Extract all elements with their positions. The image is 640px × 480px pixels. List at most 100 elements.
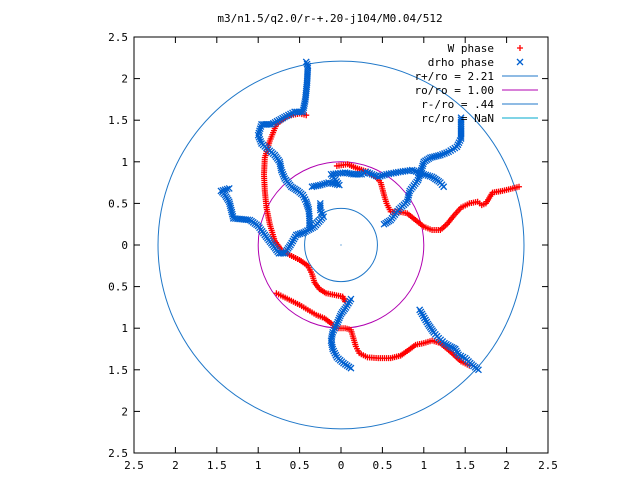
data-point — [304, 62, 312, 70]
x-axis-ticks: 2.5 2 1.5 1 0.5 0 0.5 1 1.5 2 2.5 — [124, 37, 558, 472]
data-point — [347, 364, 355, 372]
center-point — [340, 244, 342, 246]
data-point — [436, 151, 444, 159]
data-point — [280, 172, 288, 180]
data-point — [438, 150, 446, 158]
data-point — [364, 169, 372, 177]
data-point — [428, 153, 436, 161]
data-point — [474, 366, 482, 374]
data-point — [305, 205, 313, 213]
legend-label: r-/ro = .44 — [421, 98, 494, 111]
x-tick-label: 2 — [503, 459, 510, 472]
data-point — [426, 172, 434, 180]
y-tick-label: 1 — [121, 322, 128, 335]
data-point — [457, 114, 465, 122]
data-point — [281, 174, 289, 182]
data-point — [426, 154, 434, 162]
x-tick-label: 1 — [255, 459, 262, 472]
data-point — [415, 174, 423, 182]
x-tick-label: 1.5 — [207, 459, 227, 472]
data-point — [254, 131, 262, 139]
data-point — [376, 172, 384, 180]
legend-label: rc/ro = NaN — [421, 112, 494, 125]
data-point — [278, 168, 286, 176]
data-point — [334, 318, 342, 326]
data-point — [335, 314, 343, 322]
data-point — [417, 166, 425, 174]
arm-drho-phase-3 — [380, 114, 465, 228]
data-point — [418, 164, 426, 172]
arm-drho-phase-2 — [308, 166, 448, 191]
data-point — [303, 60, 311, 68]
data-point — [217, 187, 225, 195]
data-point — [298, 229, 306, 237]
data-point — [417, 168, 425, 176]
data-point — [256, 127, 263, 135]
data-point — [279, 170, 287, 178]
data-point — [457, 116, 465, 124]
legend-marker — [517, 45, 523, 51]
data-point — [320, 180, 328, 188]
data-point — [276, 160, 284, 168]
x-tick-label: 0 — [338, 459, 345, 472]
data-point — [336, 312, 344, 320]
data-point — [368, 170, 376, 178]
legend-label: W phase — [448, 42, 494, 55]
legend-marker — [516, 58, 524, 66]
data-point — [257, 137, 265, 145]
x-tick-label: 0.5 — [372, 459, 392, 472]
arm-drho-phase-4 — [327, 295, 355, 372]
y-tick-label: 0 — [121, 239, 128, 252]
data-point — [304, 202, 311, 209]
data-point — [219, 186, 227, 194]
data-point — [304, 203, 312, 211]
x-tick-label: 2.5 — [538, 459, 558, 472]
y-tick-label: 2.5 — [108, 447, 128, 460]
y-tick-label: 2 — [121, 405, 128, 418]
x-tick-label: 1.5 — [455, 459, 475, 472]
data-point — [416, 170, 424, 178]
legend-label: r+/ro = 2.21 — [415, 70, 494, 83]
data-point — [424, 172, 432, 179]
data-point — [356, 170, 364, 178]
data-point — [374, 173, 382, 181]
circle-4 — [304, 207, 378, 283]
y-tick-label: 1.5 — [108, 364, 128, 377]
data-point — [378, 172, 386, 179]
data-point — [256, 135, 264, 143]
data-point — [300, 229, 308, 236]
data-point — [432, 152, 440, 160]
y-tick-label: 1.5 — [108, 114, 128, 127]
data-point — [441, 150, 448, 157]
data-point — [303, 112, 310, 119]
data-point — [405, 189, 413, 197]
y-tick-label: 0.5 — [108, 197, 128, 210]
data-point — [318, 181, 326, 188]
data-point — [419, 162, 427, 170]
arm-W-phase-2 — [273, 290, 473, 369]
data-point — [362, 168, 370, 176]
x-tick-label: 2.5 — [124, 459, 144, 472]
data-point — [316, 181, 324, 189]
data-point — [430, 153, 438, 161]
data-point — [226, 200, 234, 208]
x-tick-label: 1 — [420, 459, 427, 472]
arm-drho-phase-1 — [217, 184, 328, 257]
data-point — [443, 149, 451, 157]
data-point — [256, 125, 264, 133]
plot-area — [133, 36, 549, 454]
data-point — [370, 171, 378, 179]
y-tick-label: 2 — [121, 73, 128, 86]
data-point — [414, 176, 422, 184]
data-point — [410, 167, 418, 175]
legend-label: ro/ro = 1.00 — [415, 84, 494, 97]
data-point — [415, 172, 423, 180]
data-point — [223, 185, 231, 193]
data-point — [366, 169, 374, 177]
data-point — [335, 316, 342, 324]
y-tick-label: 0.5 — [108, 281, 128, 294]
data-point — [255, 129, 263, 137]
data-point — [258, 140, 265, 147]
